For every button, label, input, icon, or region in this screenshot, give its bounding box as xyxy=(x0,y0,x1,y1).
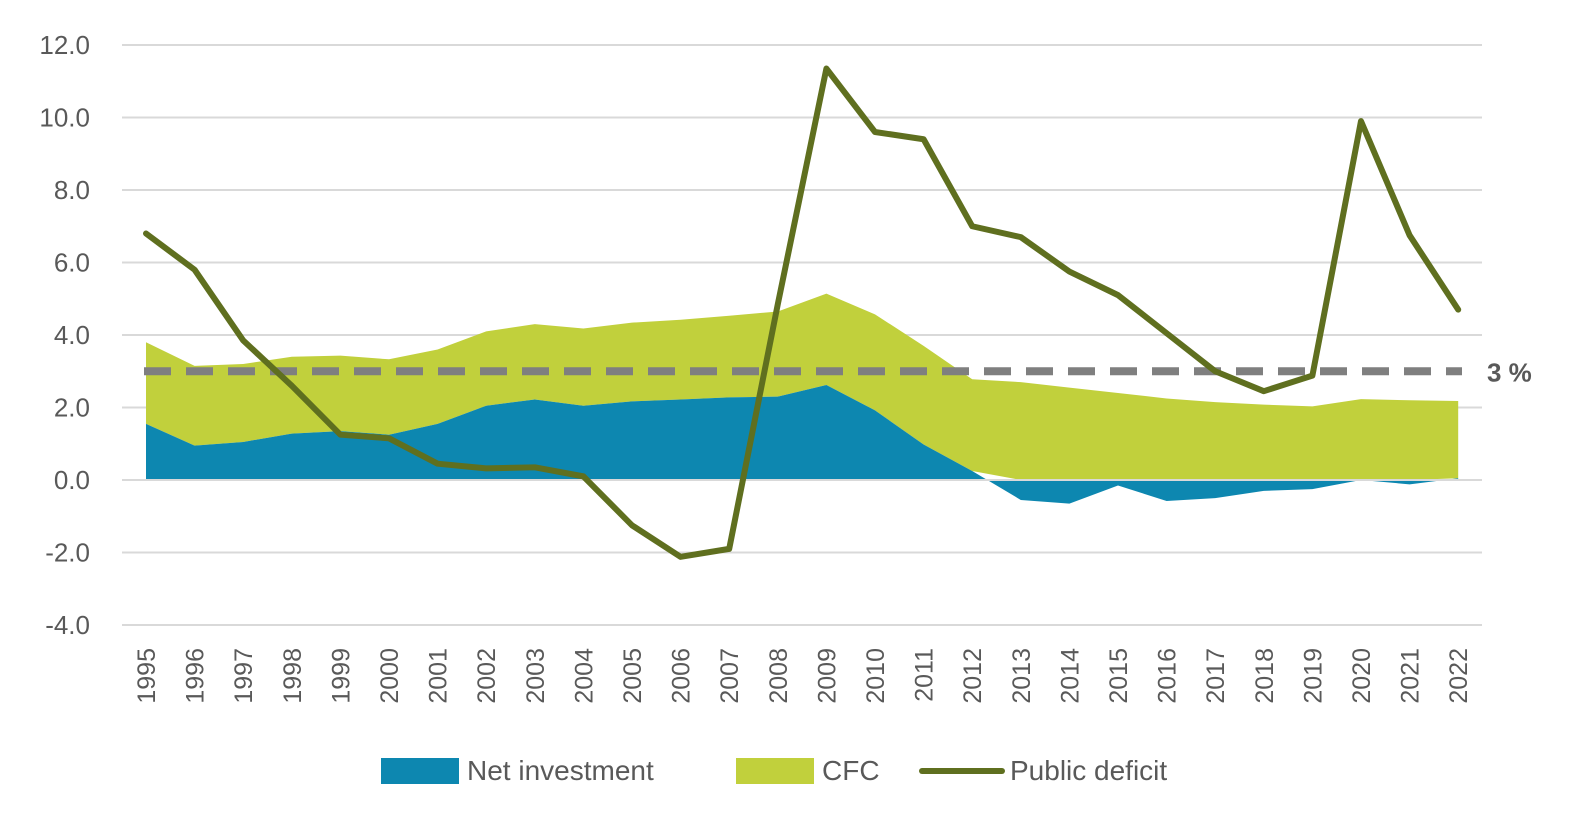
area-series xyxy=(146,293,1459,504)
y-tick-label: 0.0 xyxy=(54,465,90,495)
y-tick-label: 8.0 xyxy=(54,175,90,205)
area-cfc xyxy=(146,293,1459,480)
x-tick-label: 2000 xyxy=(376,648,404,704)
x-tick-label: 2007 xyxy=(716,648,744,704)
x-tick-label: 2010 xyxy=(862,648,890,704)
x-tick-label: 2013 xyxy=(1008,648,1036,704)
x-tick-label: 2005 xyxy=(619,648,647,704)
x-tick-label: 2015 xyxy=(1105,648,1133,704)
y-tick-label: -2.0 xyxy=(45,538,90,568)
x-axis-ticks: 1995 1996 1997 1998 1999 2000 2001 2002 2003 2004… xyxy=(133,648,1473,704)
x-tick-label: 2011 xyxy=(911,648,939,702)
legend-swatch-cfc xyxy=(736,758,814,784)
x-tick-label: 2014 xyxy=(1056,648,1084,704)
x-tick-label: 1995 xyxy=(133,648,161,704)
x-tick-label: 2022 xyxy=(1445,648,1473,704)
y-tick-label: 4.0 xyxy=(54,320,90,350)
legend-swatch-net-investment xyxy=(381,758,459,784)
x-tick-label: 2006 xyxy=(668,648,696,704)
area-net-investment xyxy=(146,385,1459,504)
x-tick-label: 2012 xyxy=(959,648,987,704)
y-tick-label: -4.0 xyxy=(45,610,90,640)
y-tick-label: 10.0 xyxy=(39,103,90,133)
reference-line: 3 % xyxy=(144,357,1532,387)
x-tick-label: 2001 xyxy=(425,648,453,704)
x-tick-label: 1996 xyxy=(182,648,210,704)
x-tick-label: 2019 xyxy=(1299,648,1327,704)
x-tick-label: 2002 xyxy=(473,648,501,704)
reference-line-label: 3 % xyxy=(1487,357,1532,387)
legend-label-cfc: CFC xyxy=(822,755,880,786)
line-series xyxy=(143,65,1462,560)
y-tick-label: 6.0 xyxy=(54,248,90,278)
x-tick-label: 2021 xyxy=(1397,648,1425,704)
x-tick-label: 2016 xyxy=(1154,648,1182,704)
line-public-deficit xyxy=(143,65,1462,560)
x-tick-label: 2009 xyxy=(813,648,841,704)
x-tick-label: 2017 xyxy=(1202,648,1230,704)
x-tick-label: 2003 xyxy=(522,648,550,704)
x-tick-label: 2004 xyxy=(570,648,598,704)
legend: Net investment CFC Public deficit xyxy=(381,755,1167,786)
x-tick-label: 2018 xyxy=(1251,648,1279,704)
legend-label-public-deficit: Public deficit xyxy=(1010,755,1167,786)
y-tick-label: 12.0 xyxy=(39,30,90,60)
y-axis-ticks: 12.0 10.0 8.0 6.0 4.0 2.0 0.0 -2.0 -4.0 xyxy=(39,30,90,640)
x-tick-label: 1998 xyxy=(279,648,307,704)
x-tick-label: 1999 xyxy=(327,648,355,704)
y-tick-label: 2.0 xyxy=(54,393,90,423)
x-tick-label: 2008 xyxy=(765,648,793,704)
x-tick-label: 1997 xyxy=(230,648,258,704)
legend-label-net-investment: Net investment xyxy=(467,755,654,786)
x-tick-label: 2020 xyxy=(1348,648,1376,704)
